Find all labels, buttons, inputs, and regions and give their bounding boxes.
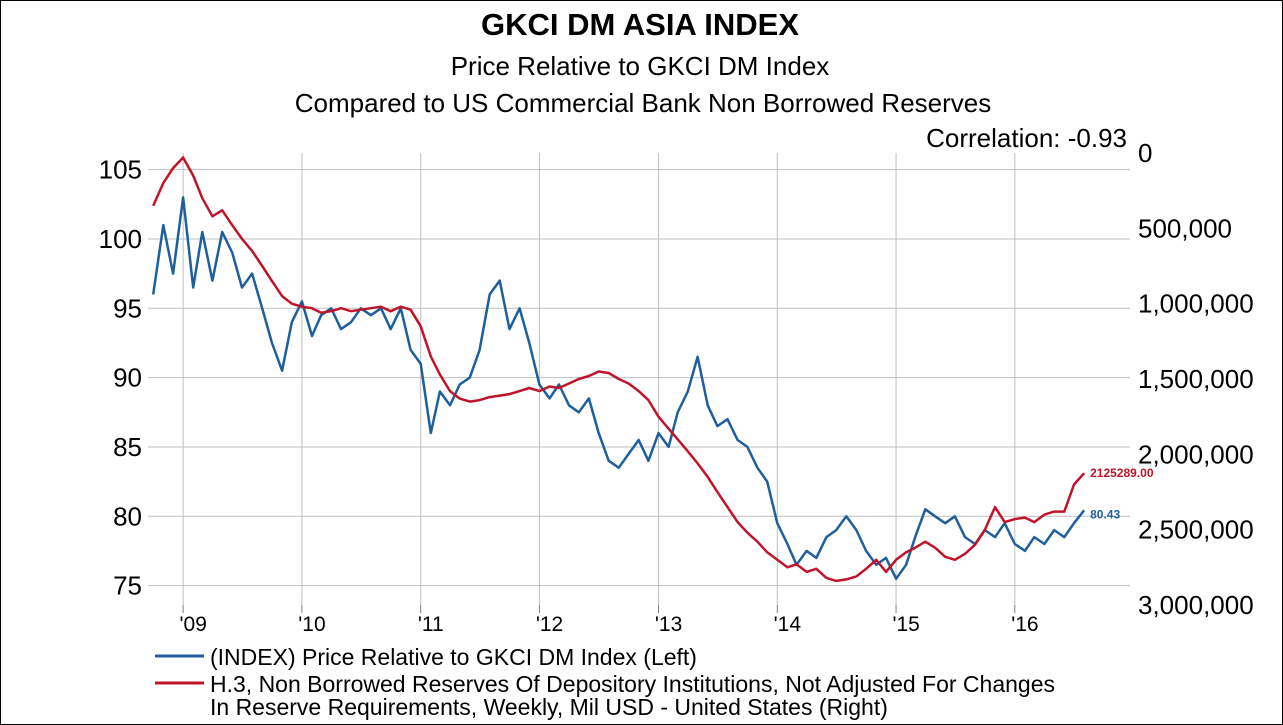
left-tick-label: 100	[99, 224, 142, 254]
legend-label-reserves-line1: H.3, Non Borrowed Reserves Of Depository…	[210, 671, 1055, 697]
series-lines	[151, 156, 1086, 583]
right-tick-label: 1,000,000	[1138, 289, 1254, 319]
left-tick-label: 80	[113, 501, 142, 531]
left-tick-label: 85	[113, 432, 142, 462]
x-tick-label: '12	[536, 613, 563, 636]
series-line-index	[151, 196, 1086, 580]
grid	[148, 153, 1130, 613]
series-line-reserves	[152, 156, 1086, 583]
x-tick-label: '16	[1011, 613, 1038, 636]
right-tick-label: 2,000,000	[1138, 439, 1254, 469]
right-tick-label: 1,500,000	[1138, 364, 1254, 394]
chart-title: GKCI DM ASIA INDEX	[481, 7, 799, 42]
right-tick-label: 3,000,000	[1138, 590, 1254, 620]
correlation-label: Correlation: -0.93	[926, 123, 1127, 153]
x-tick-label: '13	[655, 613, 682, 636]
axis-labels: 105 100 95 90 85 80 75 '09 '10 '11 '12 '13 '14 '15 '16…	[99, 138, 1254, 636]
left-tick-label: 90	[113, 363, 142, 393]
last-value-label-reserves: 2125289.00	[1090, 466, 1154, 480]
x-tick-label: '14	[774, 613, 802, 636]
x-tick-label: '10	[298, 613, 325, 636]
left-tick-label: 95	[113, 293, 142, 323]
x-tick-label: '15	[892, 613, 919, 636]
legend-label-index: (INDEX) Price Relative to GKCI DM Index …	[210, 644, 697, 670]
last-value-label-index: 80.43	[1090, 507, 1120, 521]
right-tick-label: 0	[1138, 138, 1152, 168]
x-tick-label: '11	[418, 613, 444, 636]
right-tick-label: 500,000	[1138, 213, 1232, 243]
chart-subtitle: Price Relative to GKCI DM Index	[451, 51, 830, 81]
chart-subtitle-2: Compared to US Commercial Bank Non Borro…	[295, 88, 992, 118]
x-tick-label: '09	[180, 613, 207, 636]
left-tick-label: 75	[113, 571, 142, 601]
right-tick-label: 2,500,000	[1138, 515, 1254, 545]
legend-label-reserves-line2: In Reserve Requirements, Weekly, Mil USD…	[210, 694, 888, 720]
legend: (INDEX) Price Relative to GKCI DM Index …	[155, 644, 1055, 720]
left-tick-label: 105	[99, 155, 142, 185]
